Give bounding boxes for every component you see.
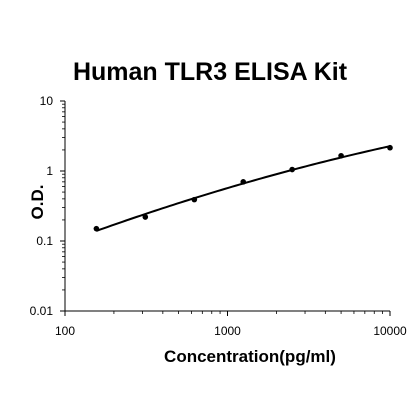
y-tick-label: 1 (46, 164, 53, 178)
x-tick-label: 10000 (373, 324, 407, 338)
data-point (142, 214, 149, 220)
x-tick-label: 1000 (214, 324, 241, 338)
fit-curve-layer (96, 145, 391, 232)
fit-curve (96, 145, 391, 232)
data-point (387, 144, 393, 151)
y-tick-label: 10 (40, 94, 54, 108)
y-tick-label: 0.1 (36, 234, 53, 248)
chart-title: Human TLR3 ELISA Kit (72, 58, 348, 86)
data-points (93, 144, 393, 232)
data-point (240, 179, 247, 185)
data-point (289, 166, 295, 173)
data-point (191, 196, 198, 203)
y-tick-label: 0.01 (30, 304, 54, 318)
data-point (93, 225, 100, 232)
axes: 0.01 0.1 1 10 100 1000 10000 (30, 94, 407, 338)
x-tick-label: 100 (55, 324, 75, 338)
data-point (338, 152, 344, 159)
x-axis-label: Concentration(pg/ml) (164, 347, 336, 366)
